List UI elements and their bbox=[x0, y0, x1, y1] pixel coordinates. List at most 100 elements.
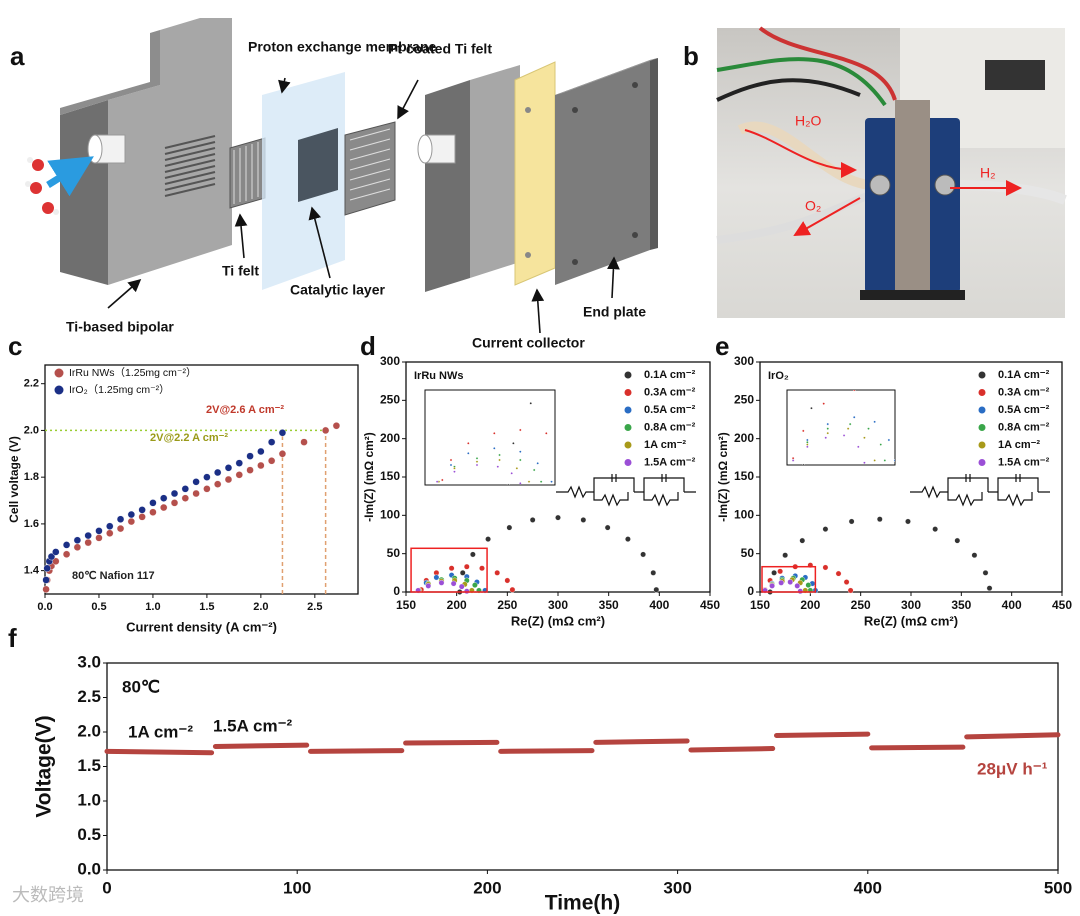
watermark: 大数跨境 bbox=[12, 885, 84, 905]
data-point bbox=[203, 473, 211, 481]
data-point bbox=[843, 479, 845, 481]
legend-label: IrRu NWs（1.25mg cm⁻²） bbox=[69, 367, 196, 379]
panel-label: f bbox=[8, 623, 17, 653]
data-point bbox=[504, 577, 511, 584]
data-point bbox=[769, 582, 775, 589]
x-axis-label: Current density (A cm⁻²) bbox=[126, 619, 277, 634]
data-point bbox=[782, 552, 789, 559]
y-tick-label: 200 bbox=[380, 431, 400, 445]
data-point bbox=[257, 447, 265, 456]
data-point bbox=[791, 459, 795, 462]
panel-label: b bbox=[683, 41, 699, 71]
data-point bbox=[62, 541, 71, 549]
x-tick-label: 2.5 bbox=[307, 601, 322, 613]
legend-marker bbox=[978, 389, 986, 396]
plot-frame bbox=[44, 364, 359, 595]
data-point bbox=[246, 466, 254, 474]
data-point bbox=[873, 459, 876, 462]
data-point bbox=[459, 569, 466, 576]
data-point bbox=[592, 344, 594, 346]
x-tick-label: 400 bbox=[854, 878, 882, 897]
x-tick-label: 150 bbox=[396, 598, 416, 612]
data-point bbox=[43, 564, 51, 572]
photo-label: H₂ bbox=[980, 165, 996, 181]
data-point bbox=[873, 420, 876, 424]
data-point bbox=[795, 369, 797, 371]
data-point bbox=[278, 450, 287, 458]
data-point bbox=[532, 468, 536, 472]
data-point bbox=[449, 458, 453, 462]
data-point bbox=[519, 428, 522, 432]
y-tick-label: 2.5 bbox=[77, 687, 101, 706]
data-point bbox=[498, 453, 501, 457]
data-point bbox=[640, 551, 647, 558]
data-point bbox=[802, 463, 805, 465]
circuit-wire bbox=[556, 474, 696, 507]
data-point bbox=[778, 579, 785, 586]
data-point bbox=[463, 563, 470, 570]
x-tick-label: 400 bbox=[1002, 598, 1022, 612]
data-point bbox=[806, 440, 809, 444]
x-tick-label: 450 bbox=[700, 598, 720, 612]
y-tick-label: 2.2 bbox=[24, 378, 39, 390]
data-point bbox=[512, 442, 515, 445]
y-axis-label: Cell voltage (V) bbox=[7, 436, 21, 523]
zoom-box bbox=[761, 565, 817, 593]
data-point bbox=[863, 461, 866, 465]
data-point bbox=[556, 369, 558, 371]
data-point bbox=[138, 506, 146, 514]
y-tick-label: 150 bbox=[734, 469, 754, 483]
data-point bbox=[170, 499, 179, 507]
data-point bbox=[604, 524, 611, 531]
data-point bbox=[545, 432, 548, 435]
y-tick-label: 1.8 bbox=[24, 471, 39, 483]
data-point bbox=[957, 434, 959, 436]
zoom-box bbox=[410, 547, 488, 593]
data-point bbox=[498, 458, 501, 462]
data-point bbox=[852, 415, 856, 419]
x-tick-label: 500 bbox=[1044, 878, 1072, 897]
y-tick-label: 100 bbox=[734, 508, 754, 522]
data-point bbox=[235, 471, 243, 479]
photo-label: O₂ bbox=[805, 198, 821, 214]
data-point bbox=[433, 574, 440, 581]
legend-marker bbox=[624, 406, 632, 414]
data-point bbox=[876, 516, 883, 523]
data-point bbox=[822, 564, 829, 571]
panel-label: d bbox=[360, 331, 376, 361]
data-point bbox=[458, 583, 465, 590]
label: Ti-based bipolar bbox=[66, 319, 174, 335]
data-point bbox=[794, 582, 801, 589]
data-point bbox=[571, 442, 573, 444]
inset-frame bbox=[786, 389, 896, 466]
data-point bbox=[192, 478, 200, 486]
data-point bbox=[797, 588, 804, 595]
data-point bbox=[170, 489, 179, 498]
label: Current collector bbox=[472, 335, 585, 351]
data-point bbox=[806, 443, 809, 446]
chart-title: IrO₂ bbox=[768, 370, 789, 382]
data-point bbox=[493, 447, 496, 450]
data-point bbox=[893, 459, 895, 462]
y-tick-label: 250 bbox=[380, 393, 400, 407]
y-tick-label: 0 bbox=[393, 584, 400, 598]
data-point bbox=[883, 459, 887, 462]
x-tick-label: 150 bbox=[750, 598, 770, 612]
data-point bbox=[842, 434, 846, 437]
y-tick-label: 1.0 bbox=[77, 790, 101, 809]
data-point bbox=[127, 510, 136, 519]
panel-label: a bbox=[10, 41, 25, 71]
data-point bbox=[539, 480, 543, 483]
data-point bbox=[267, 457, 276, 465]
legend-marker bbox=[624, 424, 632, 431]
data-point bbox=[106, 529, 114, 537]
data-point bbox=[802, 429, 805, 433]
annotation: 1.5A cm⁻² bbox=[213, 716, 293, 735]
data-point bbox=[822, 402, 825, 405]
data-point bbox=[493, 432, 496, 435]
data-point bbox=[149, 508, 157, 516]
y-tick-label: 150 bbox=[380, 469, 400, 483]
legend-label: 0.3A cm⁻² bbox=[644, 386, 696, 398]
data-point bbox=[332, 422, 341, 430]
data-point bbox=[192, 489, 200, 498]
